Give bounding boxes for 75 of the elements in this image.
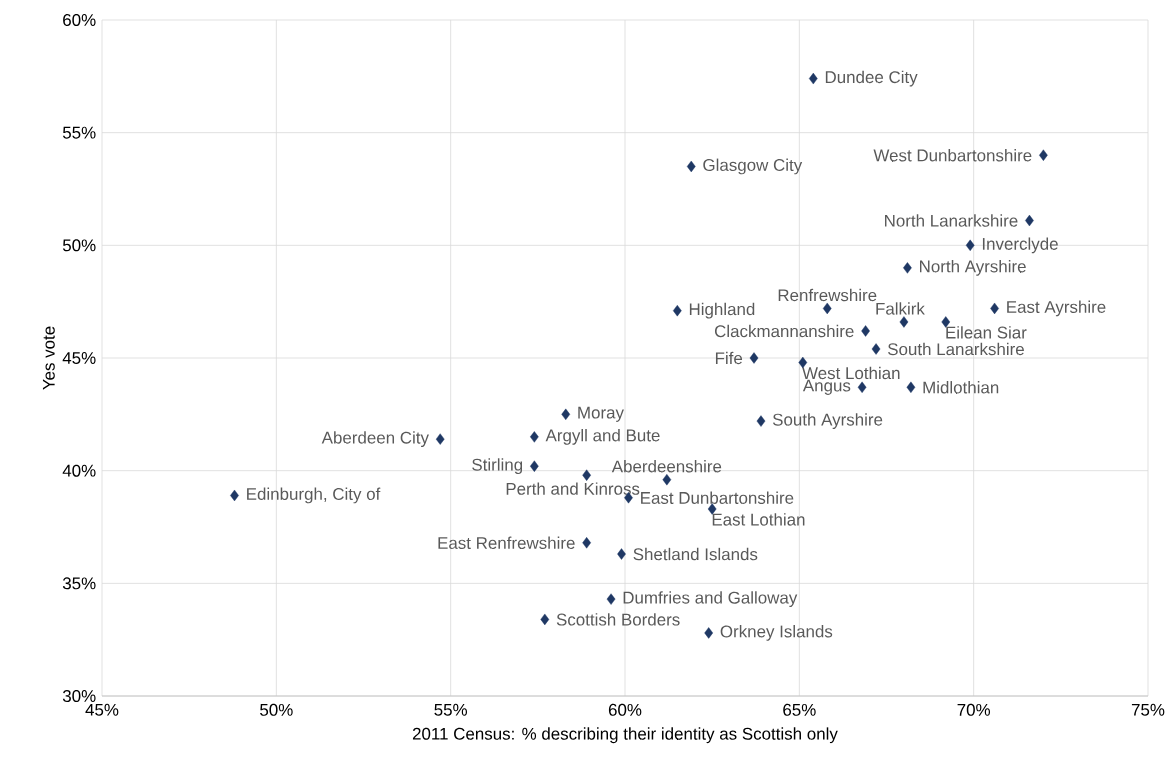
point [561,408,571,421]
point [906,381,916,393]
y-tick-label: 45% [62,352,96,364]
annotation: North Ayrshire [920,259,1026,276]
annotation: Moray [578,406,624,422]
annotation: Falkirk [876,302,925,315]
annotation: Orkney Islands [720,625,833,641]
point [582,537,591,549]
point [857,381,867,393]
annotation: West Lothian [802,366,900,380]
x-tick-label: 50% [260,703,293,716]
annotation: Dundee City [825,70,918,87]
x-axis-title: 2011 Census: % describing their identity as Scottish only [412,727,838,744]
y-tick-label: 35% [62,577,96,590]
x-tick-label: 70% [957,703,991,716]
annotation: Argyll and Bute [545,428,660,445]
point [617,548,626,560]
point [606,593,616,605]
point [756,415,766,427]
point [540,613,550,626]
point [861,325,870,337]
annotation: East Lothian [712,513,805,526]
annotation: Perth and Kinross [506,482,640,495]
annotation: East Ayrshire [1007,300,1106,317]
annotation: Renfrewshire [778,288,877,302]
annotation: Dumfries and Galloway [623,591,798,608]
point [662,474,672,486]
annotation: Clackmannanshire [714,324,854,338]
point [582,469,591,481]
annotation: Eilean Siar [946,326,1027,339]
y-tick-label: 55% [62,126,96,139]
point [1039,149,1048,161]
annotation: Highland [689,302,755,319]
point [749,352,759,364]
annotation: Scottish Borders [556,613,680,626]
annotation: South Ayrshire [772,413,883,429]
annotation: Angus [802,379,851,395]
annotation: Aberdeenshire [611,460,722,473]
annotation: Aberdeen City [321,431,429,448]
point [871,343,881,355]
x-tick-label: 45% [85,703,119,716]
point [822,302,832,315]
y-tick-label: 50% [62,239,96,252]
x-tick-label: 65% [783,703,816,716]
x-tick-label: 55% [434,703,468,716]
x-tick-label: 75% [1131,703,1165,716]
annotation: East Renfrewshire [438,536,575,550]
annotation: East Dunbartonshire [641,491,794,504]
annotation: South Lanarkshire [888,342,1024,356]
point [899,316,909,328]
annotation: Stirling [472,458,523,475]
point [903,262,912,274]
point [673,305,682,317]
y-tick-label: 30% [62,690,96,703]
point [941,316,951,328]
annotation: Inverclyde [982,237,1058,254]
point [808,72,818,85]
point [530,431,539,443]
point [965,239,975,252]
annotation: Edinburgh, City of [247,487,381,504]
point [704,627,713,639]
y-tick-label: 40% [62,464,96,477]
annotation: North Lanarkshire [885,214,1018,227]
annotation: Fife [715,351,743,365]
x-tick-label: 60% [608,703,642,716]
annotation: Midlothian [923,381,999,394]
point [686,160,696,173]
annotation: Shetland Islands [633,547,758,561]
point [435,433,445,445]
point [530,460,539,472]
y-axis-title: Yes vote [42,326,55,390]
annotation: West Dunbartonshire [873,148,1032,162]
annotation: Glasgow City [703,158,803,175]
y-tick-label: 60% [63,14,96,26]
point [798,356,808,369]
